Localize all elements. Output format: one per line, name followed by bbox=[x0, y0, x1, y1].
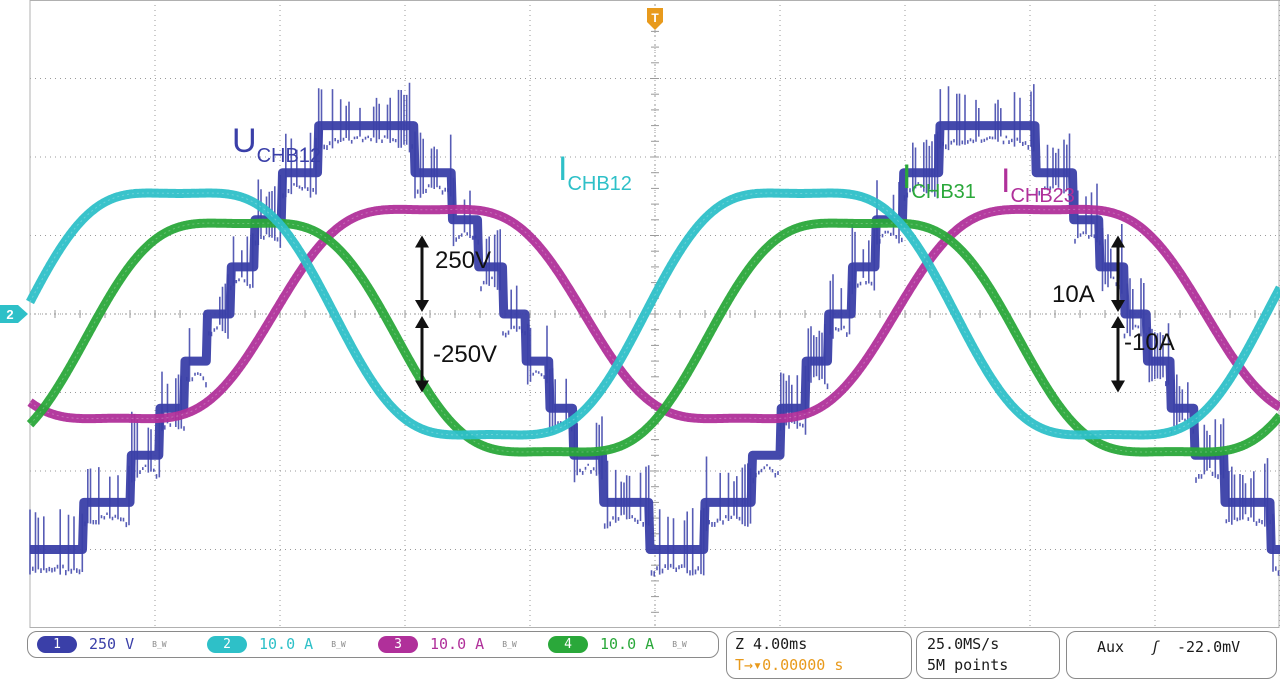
arrow-neg10a-head-up bbox=[1111, 316, 1125, 328]
arrow-neg10a-head-down bbox=[1111, 380, 1125, 393]
trace-ichb12 bbox=[26, 188, 1280, 440]
scope-markers: T2 bbox=[0, 8, 663, 323]
arrow-250v-head-down bbox=[415, 300, 429, 312]
arrow-neg250v-head-down bbox=[415, 380, 429, 393]
trace-uchb12 bbox=[26, 121, 1280, 554]
channel-2-scale: 10.0 A bbox=[259, 635, 314, 653]
ground-marker-label: 2 bbox=[6, 307, 13, 322]
arrow-250v-head-up bbox=[415, 235, 429, 248]
label-ichb23: ICHB23 bbox=[1001, 162, 1075, 207]
trace-ichb31 bbox=[26, 218, 1280, 457]
trigger-panel: Aux ʃ -22.0mV bbox=[1066, 631, 1277, 679]
channel-3-scale: 10.0 A bbox=[430, 635, 485, 653]
label-ichb31: ICHB31 bbox=[902, 158, 976, 203]
channel-4-scale: 10.0 A bbox=[600, 635, 655, 653]
channel-4-readout[interactable]: 4 10.0 A B_W bbox=[548, 634, 687, 655]
channel-1-badge: 1 bbox=[37, 636, 77, 653]
bandwidth-limit-icon: B_W bbox=[152, 639, 167, 649]
arrow-neg250v-head-up bbox=[415, 316, 429, 328]
arrow-10a-head-down bbox=[1111, 300, 1125, 312]
trace-labels: UCHB12 ICHB12 ICHB31 ICHB23 250V -250V 10A -10A bbox=[232, 122, 1175, 368]
timebase-panel: Z 4.00ms T→▾0.00000 s bbox=[726, 631, 912, 679]
scope-status-bar: 1 250 V B_W 2 10.0 A B_W 3 10.0 A B_W 4 10.0 A B_W … bbox=[0, 628, 1280, 683]
trace-ichb31-noise bbox=[29, 222, 1280, 453]
arrow-10a-head-up bbox=[1111, 235, 1125, 248]
trigger-level: -22.0mV bbox=[1177, 638, 1241, 656]
trigger-position: T→▾0.00000 s bbox=[735, 656, 844, 674]
annotation-10a: 10A bbox=[1052, 281, 1095, 308]
timebase-zoom: Z 4.00ms bbox=[735, 635, 808, 653]
channel-3-badge: 3 bbox=[378, 636, 418, 653]
annotation-neg10a: -10A bbox=[1124, 329, 1175, 356]
trigger-slope-icon: ʃ bbox=[1151, 638, 1161, 656]
graticule-border bbox=[29, 0, 1280, 628]
label-uchb12: UCHB12 bbox=[232, 122, 321, 167]
channel-3-readout[interactable]: 3 10.0 A B_W bbox=[378, 634, 517, 655]
channel-4-badge: 4 bbox=[548, 636, 588, 653]
sample-rate: 25.0MS/s bbox=[927, 635, 1000, 653]
record-length: 5M points bbox=[927, 656, 1009, 674]
trigger-source: Aux bbox=[1097, 638, 1125, 656]
bandwidth-limit-icon: B_W bbox=[672, 639, 687, 649]
trigger-marker-label: T bbox=[651, 11, 659, 25]
channel-readout-panel bbox=[27, 631, 719, 658]
acquisition-panel: 25.0MS/s 5M points bbox=[916, 631, 1060, 679]
trace-ichb12-noise bbox=[29, 192, 1280, 436]
ground-marker-icon bbox=[0, 305, 28, 323]
channel-2-badge: 2 bbox=[207, 636, 247, 653]
trigger-marker-icon bbox=[647, 8, 663, 30]
waveform-traces bbox=[26, 82, 1280, 577]
trace-ichb23 bbox=[26, 204, 1280, 424]
bandwidth-limit-icon: B_W bbox=[331, 639, 346, 649]
annotation-250v: 250V bbox=[435, 247, 491, 274]
amplitude-arrows bbox=[415, 235, 1125, 393]
channel-1-readout[interactable]: 1 250 V B_W bbox=[37, 634, 167, 655]
bandwidth-limit-icon: B_W bbox=[502, 639, 517, 649]
channel-2-readout[interactable]: 2 10.0 A B_W bbox=[207, 634, 346, 655]
annotation-neg250v: -250V bbox=[433, 341, 497, 368]
label-ichb12: ICHB12 bbox=[558, 150, 632, 195]
channel-1-scale: 250 V bbox=[89, 635, 135, 653]
